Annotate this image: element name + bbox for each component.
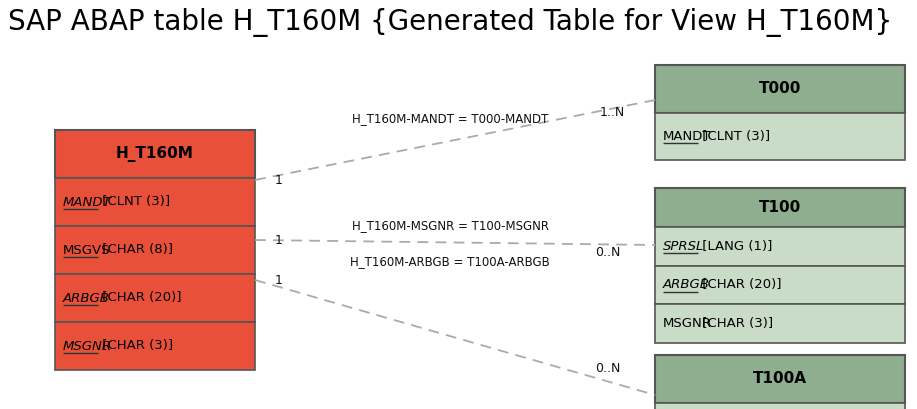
Bar xyxy=(655,65,905,112)
Bar xyxy=(655,112,905,160)
Text: ARBGB: ARBGB xyxy=(63,292,110,304)
Text: MSGVS: MSGVS xyxy=(63,243,111,256)
Text: [CHAR (3)]: [CHAR (3)] xyxy=(98,339,173,353)
Bar xyxy=(655,304,905,343)
Text: H_T160M: H_T160M xyxy=(116,146,193,162)
Text: [CHAR (8)]: [CHAR (8)] xyxy=(98,243,173,256)
Bar xyxy=(55,130,255,178)
Bar xyxy=(655,188,905,227)
Text: MANDT: MANDT xyxy=(63,196,112,209)
Text: [CLNT (3)]: [CLNT (3)] xyxy=(98,196,171,209)
Bar xyxy=(655,227,905,265)
Text: T100A: T100A xyxy=(753,371,807,386)
Text: H_T160M-MSGNR = T100-MSGNR: H_T160M-MSGNR = T100-MSGNR xyxy=(351,219,548,232)
Text: [CLNT (3)]: [CLNT (3)] xyxy=(698,130,770,143)
Text: 1: 1 xyxy=(275,173,282,187)
Text: [LANG (1)]: [LANG (1)] xyxy=(698,240,772,253)
Text: H_T160M-MANDT = T000-MANDT: H_T160M-MANDT = T000-MANDT xyxy=(352,112,548,125)
Text: [CHAR (3)]: [CHAR (3)] xyxy=(698,317,773,330)
Text: T000: T000 xyxy=(758,81,801,96)
Text: [CHAR (20)]: [CHAR (20)] xyxy=(98,292,182,304)
Text: 1..N: 1..N xyxy=(600,106,625,119)
Text: SAP ABAP table H_T160M {Generated Table for View H_T160M}: SAP ABAP table H_T160M {Generated Table … xyxy=(8,8,892,37)
Text: SPRSL: SPRSL xyxy=(663,240,704,253)
Bar xyxy=(55,322,255,370)
Text: MANDT: MANDT xyxy=(663,130,712,143)
Text: T100: T100 xyxy=(759,200,801,215)
Bar xyxy=(655,355,905,402)
Text: 0..N: 0..N xyxy=(594,247,620,259)
Bar xyxy=(55,274,255,322)
Text: ARBGB: ARBGB xyxy=(663,279,710,291)
Text: 0..N: 0..N xyxy=(594,362,620,375)
Text: MSGNR: MSGNR xyxy=(663,317,712,330)
Text: H_T160M-ARBGB = T100A-ARBGB: H_T160M-ARBGB = T100A-ARBGB xyxy=(350,255,550,268)
Text: 1: 1 xyxy=(275,274,282,286)
Bar xyxy=(55,226,255,274)
Bar xyxy=(655,265,905,304)
Text: [CHAR (20)]: [CHAR (20)] xyxy=(698,279,781,291)
Text: 1: 1 xyxy=(275,234,282,247)
Bar xyxy=(55,178,255,226)
Text: MSGNR: MSGNR xyxy=(63,339,112,353)
Bar xyxy=(655,402,905,409)
